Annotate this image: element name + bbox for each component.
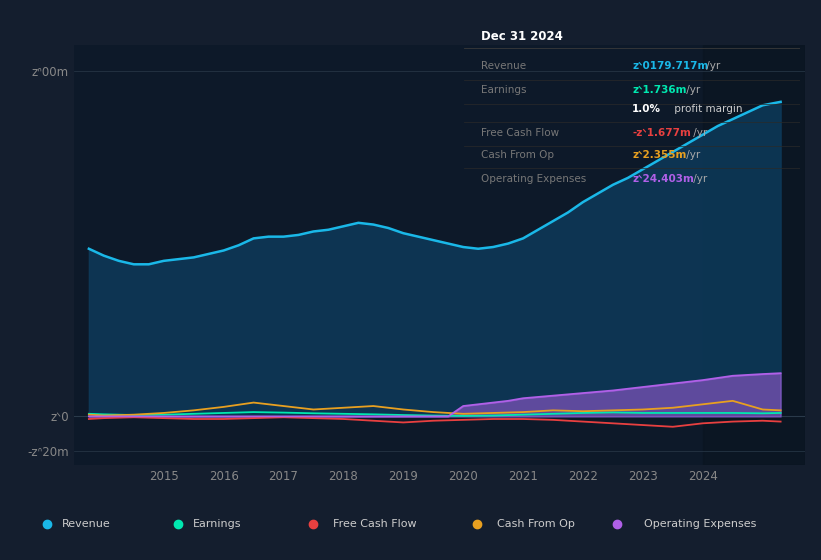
Text: Free Cash Flow: Free Cash Flow — [333, 519, 416, 529]
Text: Free Cash Flow: Free Cash Flow — [481, 128, 559, 138]
Text: zᐠ1.736m: zᐠ1.736m — [632, 85, 686, 95]
Text: /yr: /yr — [683, 150, 700, 160]
Bar — [703, 45, 805, 465]
Text: zᐠ24.403m: zᐠ24.403m — [632, 174, 694, 184]
Text: profit margin: profit margin — [671, 104, 742, 114]
Text: /yr: /yr — [703, 61, 720, 71]
Text: /yr: /yr — [690, 174, 707, 184]
Text: 1.0%: 1.0% — [632, 104, 661, 114]
Text: Operating Expenses: Operating Expenses — [481, 174, 586, 184]
Text: Earnings: Earnings — [481, 85, 526, 95]
Text: zᐠ0179.717m: zᐠ0179.717m — [632, 61, 709, 71]
Text: Earnings: Earnings — [193, 519, 241, 529]
Text: Dec 31 2024: Dec 31 2024 — [481, 30, 562, 43]
Text: Revenue: Revenue — [62, 519, 110, 529]
Text: Cash From Op: Cash From Op — [481, 150, 553, 160]
Text: /yr: /yr — [683, 85, 700, 95]
Text: Revenue: Revenue — [481, 61, 525, 71]
Text: Cash From Op: Cash From Op — [497, 519, 575, 529]
Text: zᐠ2.355m: zᐠ2.355m — [632, 150, 686, 160]
Text: /yr: /yr — [690, 128, 707, 138]
Text: Operating Expenses: Operating Expenses — [644, 519, 757, 529]
Text: -zᐠ1.677m: -zᐠ1.677m — [632, 128, 691, 138]
